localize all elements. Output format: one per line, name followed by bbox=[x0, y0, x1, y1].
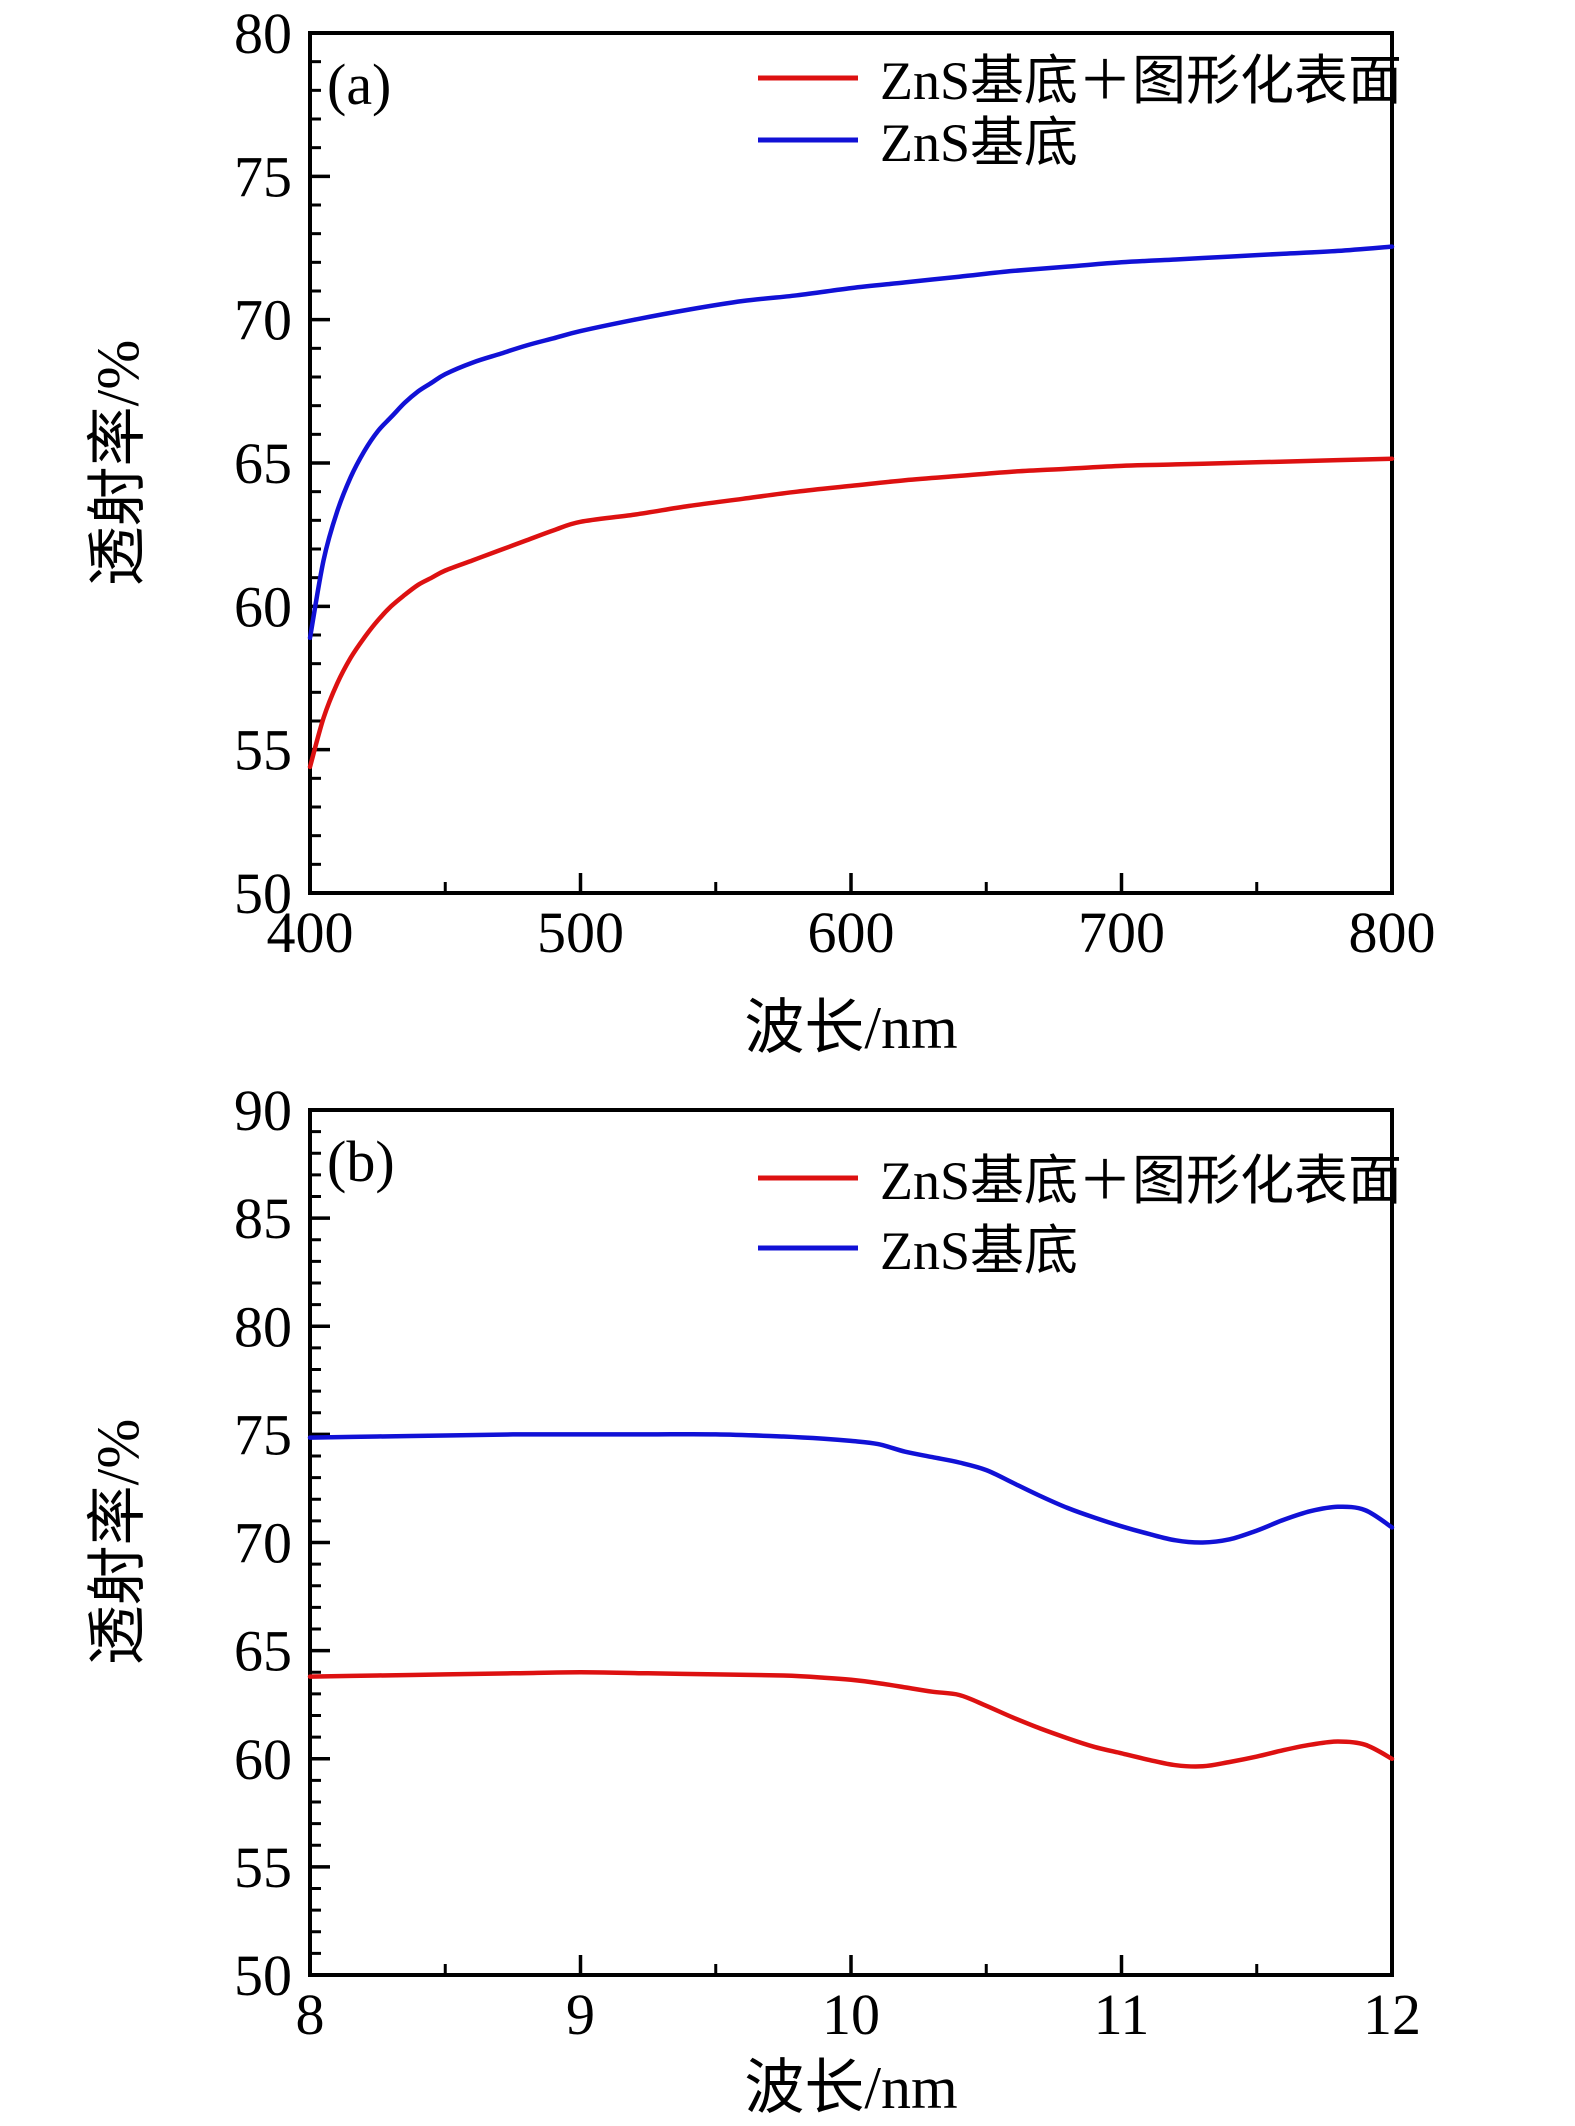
y-tick-label-b: 65 bbox=[234, 1619, 292, 1684]
x-tick-label-a: 600 bbox=[808, 900, 895, 965]
series-line-b-substrate bbox=[307, 1431, 1395, 1545]
x-tick-label-b: 11 bbox=[1094, 1982, 1150, 2047]
x-tick-label-b: 9 bbox=[566, 1982, 595, 2047]
series-line-a-patterned-surface bbox=[307, 456, 1395, 770]
y-tick-label-b: 75 bbox=[234, 1402, 292, 1467]
x-tick-label-a: 700 bbox=[1078, 900, 1165, 965]
x-tick-label-a: 500 bbox=[537, 900, 624, 965]
y-tick-label-a: 55 bbox=[234, 718, 292, 783]
y-tick-label-b: 60 bbox=[234, 1727, 292, 1792]
plot-frame-b bbox=[308, 1108, 1394, 1977]
y-axis-title-b: 透射率/% bbox=[85, 1419, 151, 1666]
y-tick-label-a: 50 bbox=[234, 861, 292, 926]
y-tick-label-b: 55 bbox=[234, 1835, 292, 1900]
y-tick-label-a: 60 bbox=[234, 574, 292, 639]
x-tick-label-b: 10 bbox=[822, 1982, 880, 2047]
y-tick-label-a: 65 bbox=[234, 431, 292, 496]
y-tick-label-b: 80 bbox=[234, 1294, 292, 1359]
x-tick-label-a: 400 bbox=[267, 900, 354, 965]
legend-label-b-1: ZnS基底 bbox=[880, 1221, 1078, 1281]
series-line-a-substrate bbox=[307, 244, 1395, 641]
legend-label-b-0: ZnS基底＋图形化表面 bbox=[880, 1151, 1402, 1211]
x-tick-label-b: 12 bbox=[1363, 1982, 1421, 2047]
y-tick-label-b: 50 bbox=[234, 1943, 292, 2008]
y-tick-label-b: 85 bbox=[234, 1186, 292, 1251]
y-axis-title-a: 透射率/% bbox=[85, 340, 151, 587]
y-tick-label-a: 80 bbox=[234, 1, 292, 66]
legend-label-a-1: ZnS基底 bbox=[880, 113, 1078, 173]
x-tick-label-a: 800 bbox=[1349, 900, 1436, 965]
x-axis-title-b: 波长/nm bbox=[744, 2055, 957, 2121]
y-tick-label-a: 70 bbox=[234, 288, 292, 353]
series-line-b-patterned-surface bbox=[307, 1670, 1395, 1769]
x-tick-label-b: 8 bbox=[296, 1982, 325, 2047]
y-tick-label-b: 90 bbox=[234, 1078, 292, 1143]
panel-label-a: (a) bbox=[327, 52, 391, 117]
x-axis-title-a: 波长/nm bbox=[744, 995, 957, 1061]
legend-label-a-0: ZnS基底＋图形化表面 bbox=[880, 51, 1402, 111]
y-tick-label-b: 70 bbox=[234, 1511, 292, 1576]
y-tick-label-a: 75 bbox=[234, 144, 292, 209]
panel-label-b: (b) bbox=[327, 1129, 395, 1194]
